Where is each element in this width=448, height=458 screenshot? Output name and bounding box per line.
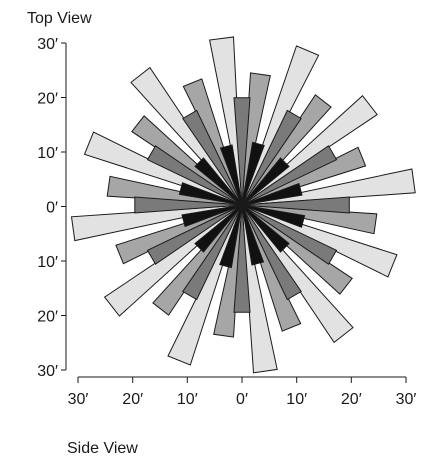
black-petal-5: [241, 204, 290, 253]
black-petal-3: [241, 182, 303, 206]
top-view-title: Top View: [27, 10, 92, 27]
dark-petal-12: [182, 109, 243, 206]
y-axis: 30′ 20′ 10′ 0′ 10′ 20′ 30′: [37, 36, 66, 380]
black-petal-10: [178, 182, 243, 206]
x-tick-label: 20′: [341, 391, 362, 408]
dark-petal-11: [146, 145, 243, 206]
dark-petal-5: [241, 204, 338, 265]
x-tick-label: 0′: [236, 391, 248, 408]
dark-petal-9: [146, 204, 243, 265]
x-tick-label: 30′: [396, 391, 417, 408]
dark-petal-4: [241, 196, 350, 214]
dark-petal-1: [233, 97, 251, 206]
black-petal-7: [219, 204, 243, 269]
y-tick-label: 0′: [46, 200, 58, 217]
layer-black-petals: [178, 141, 306, 269]
y-tick-label: 30′: [37, 36, 58, 53]
rose-diagram: 30′20′10′0′10′20′30′ 30′ 20′ 10′ 0′ 10′ 20′ 30…: [37, 36, 417, 408]
black-petal-12: [219, 144, 243, 206]
black-petal-11: [194, 157, 243, 206]
y-tick-label: 10′: [37, 145, 58, 162]
black-petal-9: [181, 204, 243, 228]
x-tick-label: 20′: [122, 391, 143, 408]
y-tick-label: 20′: [37, 309, 58, 326]
dark-petal-8: [182, 204, 243, 301]
black-petal-8: [194, 204, 243, 253]
black-petal-2: [241, 157, 290, 206]
black-petal-1: [241, 141, 265, 206]
x-tick-label: 10′: [286, 391, 307, 408]
layer-dark-petals: [134, 97, 350, 313]
black-petal-4: [241, 204, 306, 228]
dark-petal-3: [241, 145, 338, 206]
dark-petal-10: [134, 196, 243, 214]
y-tick-label: 30′: [37, 363, 58, 380]
x-axis: 30′ 20′ 10′ 0′ 10′ 20′ 30′: [68, 377, 417, 408]
side-view-title: Side View: [67, 440, 138, 457]
y-tick-label: 20′: [37, 91, 58, 108]
dark-petal-6: [241, 204, 302, 301]
x-tick-label: 30′: [68, 391, 89, 408]
x-tick-label: 10′: [177, 391, 198, 408]
dark-petal-7: [233, 204, 251, 313]
black-petal-6: [241, 204, 265, 266]
dark-petal-2: [241, 109, 302, 206]
y-tick-label: 10′: [37, 254, 58, 271]
